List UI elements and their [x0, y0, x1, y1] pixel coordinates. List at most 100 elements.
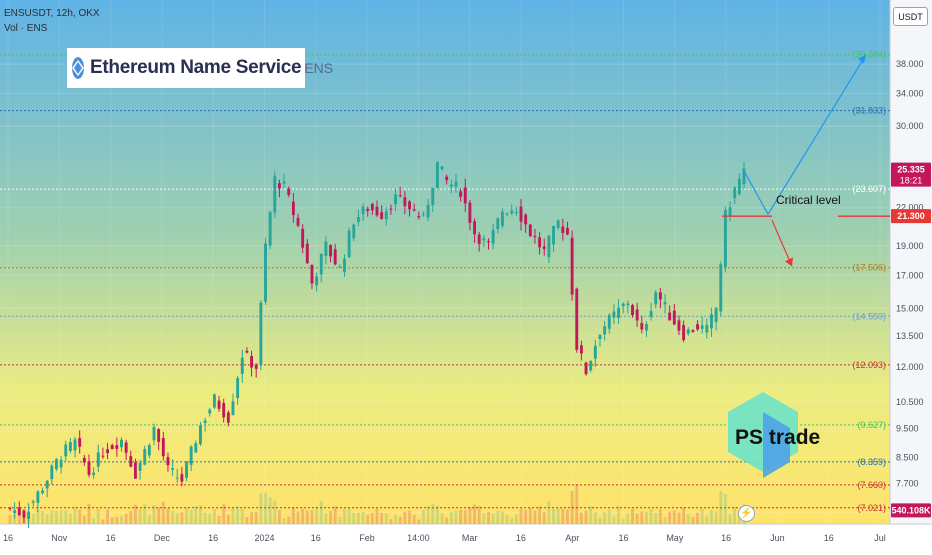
candle-body: [640, 323, 644, 330]
volume-bar: [329, 510, 332, 524]
candle-body: [682, 325, 686, 341]
volume-bar: [92, 518, 96, 524]
candle-body: [287, 188, 291, 196]
volume-bar: [245, 517, 249, 524]
volume-bar: [8, 515, 12, 524]
volume-bar: [547, 500, 551, 524]
time-tick-label: Jun: [770, 533, 785, 543]
volume-bar: [203, 512, 207, 524]
candle-body: [380, 212, 384, 219]
volume-bar: [278, 509, 281, 524]
candle-body: [510, 210, 514, 214]
volume-bar: [658, 509, 662, 524]
candle-body: [194, 443, 198, 453]
candle-body: [696, 324, 699, 330]
time-tick-label: 14:00: [407, 533, 430, 543]
candle-body: [691, 330, 695, 333]
candle-body: [598, 334, 602, 340]
time-tick-label: 16: [516, 533, 526, 543]
price-tick-label: 30.000: [896, 121, 924, 131]
candle-body: [73, 439, 77, 451]
volume-bar: [282, 518, 286, 524]
price-level-label: (39.384): [852, 50, 886, 60]
candle-body: [714, 308, 718, 323]
volume-bar: [124, 513, 128, 524]
candle-body: [635, 309, 639, 321]
volume-bar: [291, 507, 295, 524]
volume-bar: [496, 510, 500, 524]
candle-body: [101, 455, 105, 457]
candle-body: [319, 253, 323, 275]
candle-body: [315, 276, 319, 286]
volume-bar: [500, 511, 504, 524]
volume-bar: [171, 510, 175, 524]
volume-bar: [96, 509, 100, 524]
volume-bar: [287, 516, 291, 524]
volume-bar: [645, 511, 648, 524]
candle-body: [347, 230, 351, 258]
volume-bar: [338, 516, 342, 524]
volume-bar: [538, 506, 542, 524]
volume-bar: [180, 512, 184, 524]
volume-bar: [719, 491, 723, 524]
candle-body: [268, 212, 272, 246]
candle-body: [366, 208, 370, 211]
candle-body: [231, 401, 235, 416]
volume-bar: [356, 512, 360, 524]
volume-bar: [408, 510, 411, 524]
candle-body: [8, 507, 12, 509]
candle-body: [171, 468, 175, 470]
candle-body: [212, 394, 216, 408]
candle-body: [370, 203, 374, 211]
volume-bar: [13, 514, 17, 524]
candle-body: [22, 510, 26, 518]
price-level-label: (9.627): [857, 420, 886, 430]
volume-bar: [240, 508, 244, 524]
volume-bar: [129, 511, 133, 524]
candle-body: [157, 429, 161, 442]
currency-button[interactable]: USDT: [893, 7, 928, 26]
volume-bar: [491, 513, 495, 524]
volume-bar: [212, 509, 216, 524]
volume-bar: [561, 508, 565, 524]
volume-bar: [55, 511, 58, 524]
volume-bar: [264, 492, 267, 524]
candle-body: [324, 241, 328, 256]
volume-bar: [41, 511, 44, 524]
volume-bar: [175, 513, 179, 524]
lightning-icon[interactable]: ⚡: [738, 505, 755, 522]
candle-body: [733, 187, 737, 199]
candle-body: [296, 217, 300, 226]
volume-bar: [361, 512, 365, 524]
candle-body: [552, 225, 555, 245]
candle-body: [417, 216, 421, 218]
volume-bar: [110, 517, 114, 524]
volume-bar: [454, 510, 458, 524]
volume-bar: [115, 516, 119, 524]
volume-bar: [612, 516, 616, 524]
price-level-label: (17.506): [852, 263, 886, 273]
volume-bar: [617, 505, 621, 524]
volume-bar: [226, 514, 230, 524]
candle-body: [408, 201, 411, 210]
volume-bar: [101, 519, 105, 524]
volume-bar: [459, 509, 463, 524]
candle-body: [120, 439, 123, 448]
price-badge-label: 21.300: [897, 211, 925, 221]
levels-layer: (39.384) (31.833) (23.607) (17.506) (14.550)…: [0, 50, 890, 513]
volume-bar: [138, 509, 142, 524]
candle-body: [561, 226, 565, 234]
volume-bar: [185, 508, 188, 524]
candle-body: [705, 324, 709, 333]
candle-body: [589, 360, 593, 371]
volume-bar: [199, 505, 202, 524]
candle-body: [700, 325, 704, 329]
candle-body: [412, 209, 416, 211]
volume-bar: [31, 513, 35, 524]
candle-body: [556, 220, 560, 228]
time-tick-label: 16: [619, 533, 629, 543]
candle-body: [166, 457, 170, 466]
volume-bar: [319, 500, 323, 524]
volume-bar: [631, 508, 634, 524]
